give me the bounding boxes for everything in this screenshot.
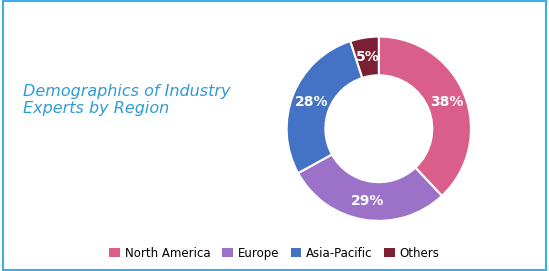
Wedge shape <box>379 37 471 196</box>
Text: 28%: 28% <box>294 95 328 109</box>
Wedge shape <box>350 37 379 78</box>
Text: 38%: 38% <box>430 95 463 109</box>
Wedge shape <box>298 154 442 221</box>
Text: 29%: 29% <box>351 193 384 208</box>
Legend: North America, Europe, Asia-Pacific, Others: North America, Europe, Asia-Pacific, Oth… <box>109 247 440 260</box>
Wedge shape <box>287 41 362 173</box>
Text: Demographics of Industry
Experts by Region: Demographics of Industry Experts by Regi… <box>23 84 230 117</box>
Text: 5%: 5% <box>356 50 379 64</box>
